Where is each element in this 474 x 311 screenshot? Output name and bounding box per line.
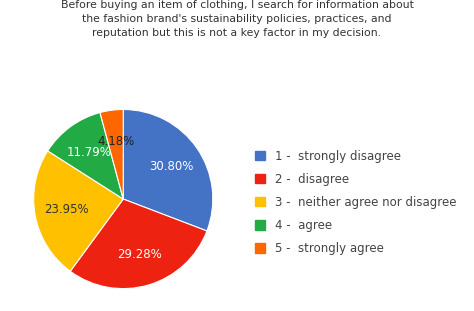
Text: 30.80%: 30.80% (149, 160, 193, 173)
Wedge shape (123, 109, 213, 231)
Wedge shape (70, 199, 207, 289)
Text: 23.95%: 23.95% (44, 203, 88, 216)
Text: Before buying an item of clothing, I search for information about
the fashion br: Before buying an item of clothing, I sea… (61, 0, 413, 38)
Wedge shape (34, 151, 123, 271)
Legend: 1 -  strongly disagree, 2 -  disagree, 3 -  neither agree nor disagree, 4 -  agr: 1 - strongly disagree, 2 - disagree, 3 -… (252, 147, 459, 257)
Text: 4.18%: 4.18% (97, 135, 134, 148)
Wedge shape (100, 109, 123, 199)
Wedge shape (48, 113, 123, 199)
Text: 29.28%: 29.28% (118, 248, 162, 261)
Text: 11.79%: 11.79% (66, 146, 111, 159)
